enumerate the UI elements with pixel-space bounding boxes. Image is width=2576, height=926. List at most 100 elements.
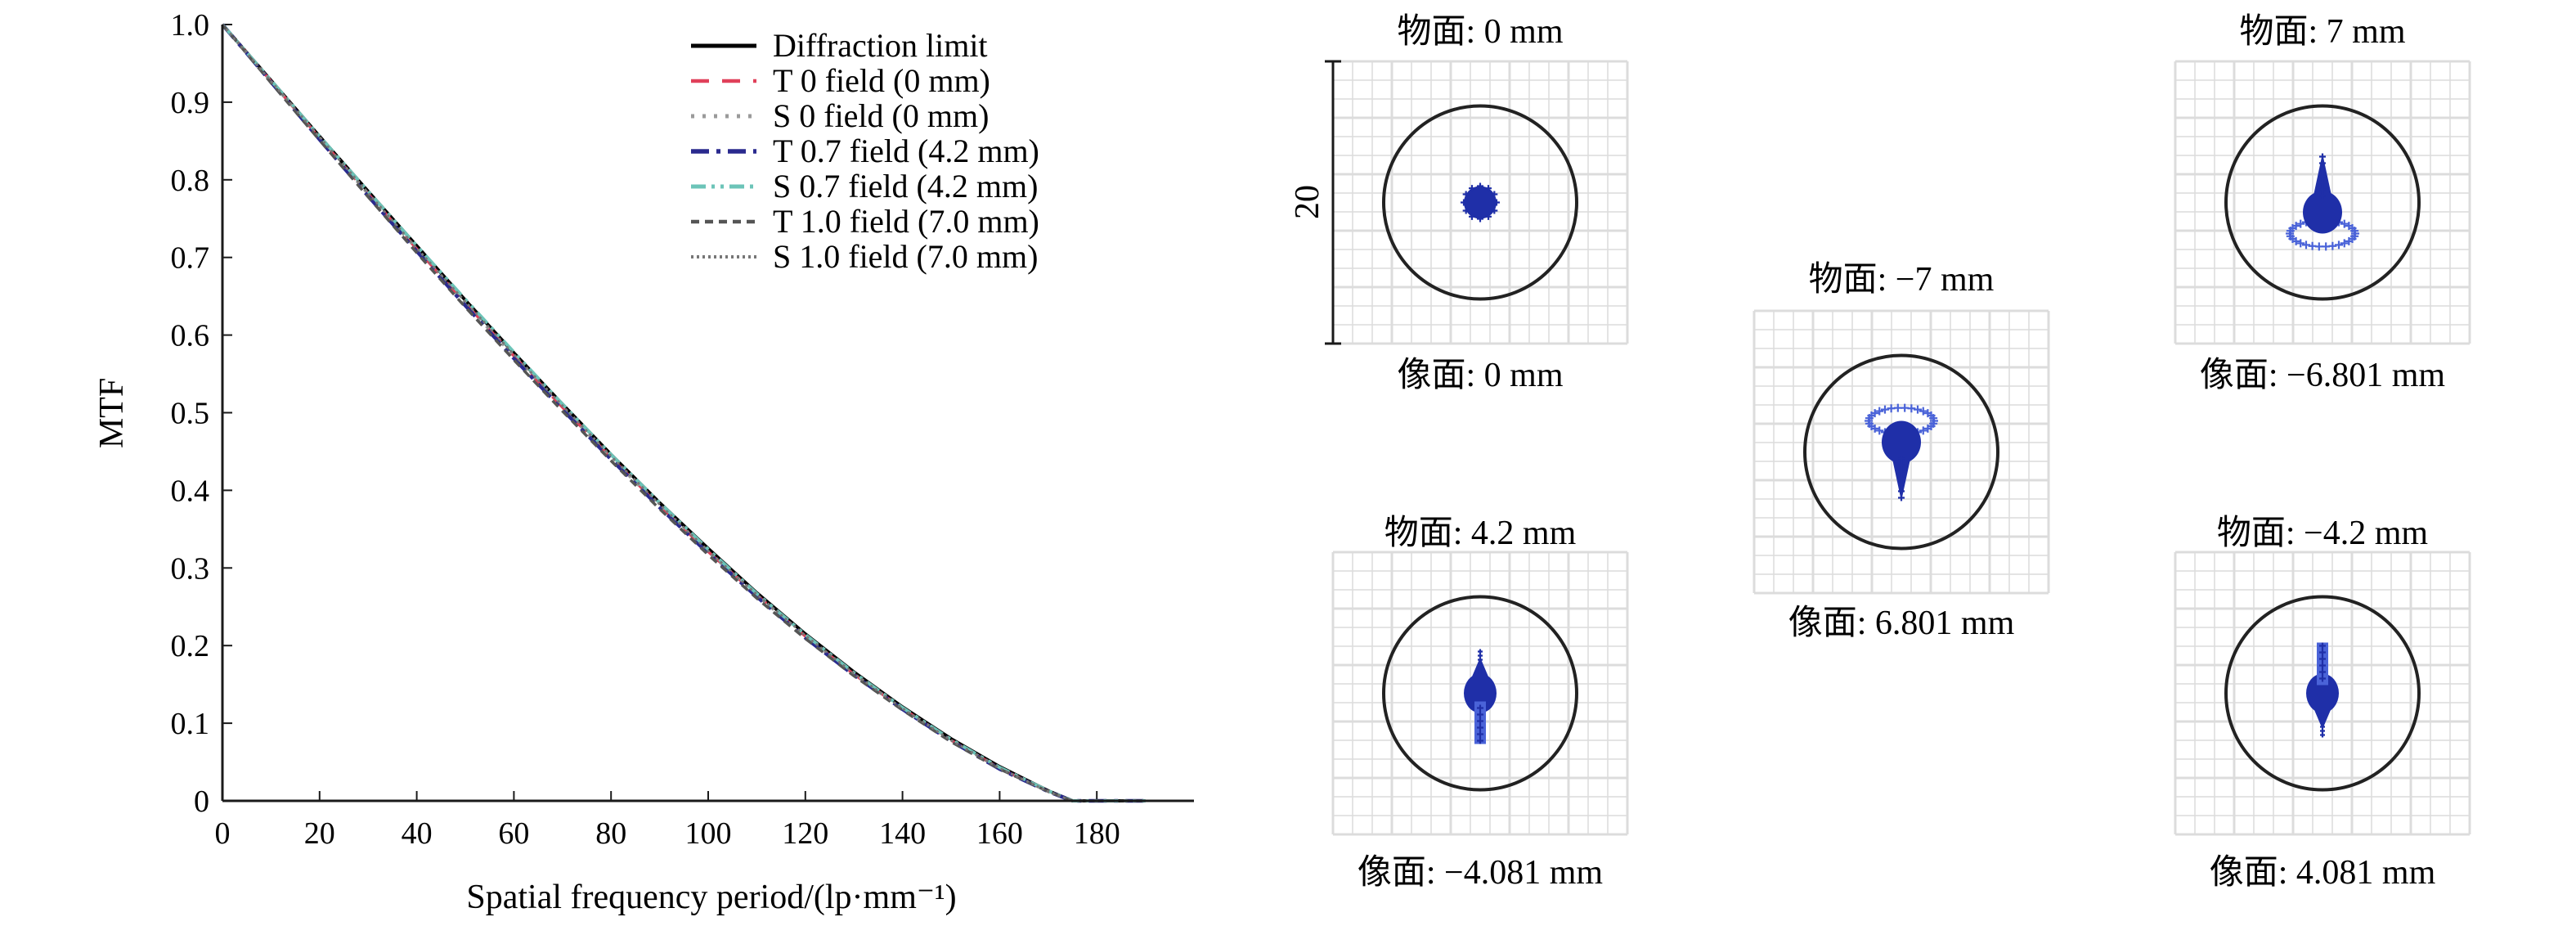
x-tick-label: 100 [685,816,732,851]
spot-grid [2174,551,2471,836]
spot-ray-mark [1919,407,1928,416]
spot-ray-mark [2296,219,2305,228]
spot-ray-mark [1893,403,1902,412]
spot-ray-mark [2319,186,2326,193]
y-tick-label: 0.8 [171,164,210,198]
scale-bar: 20 [1289,60,1341,345]
spot-image-label: 像面: −6.801 mm [2200,357,2446,394]
spot-ray-mark [1485,185,1492,192]
spot-ray-mark [1462,207,1470,214]
spot-core [2306,673,2339,713]
legend-label-4: S 0.7 field (4.2 mm) [773,168,1038,205]
spot-ray-mark [1898,474,1905,482]
spot-ray-mark [1478,649,1483,654]
spot-panel-1: 物面: 4.2 mm 像面: −4.081 mm [1331,515,1629,892]
mtf-x-axis: 0 20 40 60 80 100 120 140 160 180 [215,791,1120,851]
spot-ray-mark [2319,649,2326,656]
spot-ray-mark [1477,717,1483,725]
spot-ray-mark [1477,737,1483,744]
spot-ray-mark [2340,219,2349,228]
legend-label-3: T 0.7 field (4.2 mm) [773,133,1039,169]
spot-image-label: 像面: 0 mm [1397,357,1563,394]
spot-panel-0: 物面: 0 mm 像面: 0 mm [1331,13,1629,394]
scale-bar-label: 20 [1289,185,1326,219]
spot-ray-mark [1491,191,1498,198]
airy-disk-circle [1382,595,1578,792]
y-tick-label: 0 [194,784,209,819]
spot-ray-mark [2319,675,2326,682]
x-tick-label: 180 [1074,816,1120,851]
y-tick-label: 0.1 [171,707,210,741]
spot-ray-mark [2319,166,2326,173]
spot-ray-mark [1875,407,1884,416]
x-tick-label: 80 [595,816,626,851]
x-tick-label: 40 [402,816,433,851]
x-tick-label: 60 [498,816,529,851]
spot-ray-mark [2319,173,2326,180]
spot-ray-mark [1898,455,1905,462]
spot-object-label: 物面: −7 mm [1809,261,1995,299]
airy-disk-circle [1382,104,1578,301]
spot-ray-mark [1477,182,1483,190]
y-tick-label: 0.3 [171,551,210,586]
spot-ray-mark [2302,240,2310,249]
spot-ray-mark [2345,236,2354,245]
spot-ray-mark [2319,192,2326,200]
spot-ray-mark [1477,724,1483,731]
spot-grid [2174,60,2471,345]
mtf-y-axis: 0 0.1 0.2 0.3 0.4 0.5 0.6 0.7 0.8 0.9 1.0 [171,8,232,819]
spot-ray-mark [1929,414,1938,423]
spot-object-label: 物面: −4.2 mm [2217,515,2429,552]
spot-ray-mark [2319,179,2326,187]
spot-panel-2: 物面: −7 mm 像面: 6.801 mm [1752,261,2050,642]
spot-object-label: 物面: 7 mm [2239,13,2405,51]
series-line-6 [221,24,1146,802]
spot-ray-mark [1898,468,1905,475]
spot-ray-mark [1469,213,1475,220]
x-tick-label: 20 [304,816,335,851]
spot-ray-mark [1485,213,1492,220]
spot-ray-mark [1919,426,1928,435]
legend-label-2: S 0 field (0 mm) [773,97,989,134]
y-tick-label: 0.2 [171,629,210,663]
spot-ray-mark [2319,655,2326,663]
airy-disk-circle [2224,104,2421,301]
spot-core [1464,673,1497,713]
spot-image-label: 像面: 4.081 mm [2210,854,2436,892]
spot-ray-mark [1898,488,1905,495]
spot-grid [1331,551,1629,836]
spot-panel-4: 物面: −4.2 mm 像面: 4.081 mm [2174,515,2471,892]
spot-ray-mark [1914,405,1922,414]
x-tick-label: 0 [215,816,231,851]
spot-image-label: 像面: −4.081 mm [1358,854,1604,892]
legend-label-0: Diffraction limit [773,27,988,64]
spot-ray-mark [1477,704,1483,712]
airy-disk-circle [2224,595,2421,792]
spot-panel-3: 物面: 7 mm 像面: −6.801 mm [2174,13,2471,394]
spot-ray-mark [2319,642,2326,650]
spot-ray-mark [1875,426,1884,435]
spot-ray-mark [1493,199,1500,206]
spot-ray-mark [1469,185,1475,192]
airy-disk-circle [1803,353,1999,551]
mtf-x-axis-title: Spatial frequency period/(lp·mm⁻¹) [466,879,956,916]
spot-ray-mark [1881,405,1889,414]
spot-ray-mark [2319,160,2326,167]
y-tick-label: 0.6 [171,319,210,353]
spot-ray-mark [2308,241,2317,250]
spot-ray-mark [2335,240,2343,249]
spot-ray-mark [2340,239,2349,248]
spot-ray-mark [1898,461,1905,469]
spot-ray-mark [2291,222,2300,231]
legend-label-1: T 0 field (0 mm) [773,62,990,99]
y-tick-label: 0.4 [171,474,210,508]
spot-ray-mark [1898,494,1905,501]
spot-ray-mark [2319,668,2326,676]
x-tick-label: 120 [782,816,828,851]
spot-ray-mark [1923,424,1932,433]
y-tick-label: 1.0 [171,8,210,43]
spot-ray-mark [2350,227,2359,236]
